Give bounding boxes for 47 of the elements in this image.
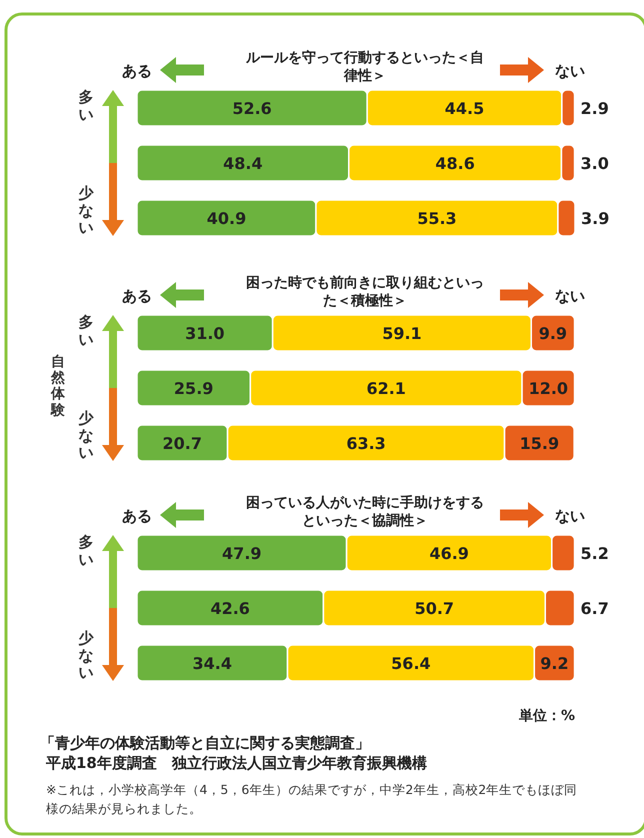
data-label: 5.2 [580,544,609,563]
text: 多い [78,533,94,568]
data-label: 63.3 [346,434,386,453]
data-label: 2.9 [580,99,609,118]
text: 平成18年度調査 独立行政法人国立青少年教育振興機構 [45,754,427,772]
y-axis-title: 自然体験 [50,354,66,418]
data-label: 15.9 [520,434,560,453]
text: 「青少年の体験活動等と自立に関する実態調査」 [40,734,370,752]
chart-title: 困った時でも前向きに取り組むといった＜積極性＞ [246,275,484,309]
text: 少ない [78,184,94,236]
data-label: 9.9 [538,324,568,343]
data-label: 25.9 [174,379,214,398]
data-label: 3.0 [580,154,609,173]
text: 多い [78,88,94,124]
data-label: 31.0 [185,324,225,343]
data-label: 48.4 [223,154,263,173]
data-label: 48.6 [435,154,475,173]
data-label: 47.9 [222,544,262,563]
data-label: 56.4 [391,654,431,673]
data-label: 20.7 [162,434,202,453]
data-label: 50.7 [414,599,454,618]
chart-title: 困っている人がいた時に手助けをするといった＜協調性＞ [246,494,484,529]
text: 単位：% [518,708,575,724]
data-label: 62.1 [366,379,406,398]
data-label: 44.5 [444,99,484,118]
data-label: 46.9 [429,544,469,563]
data-label: 6.7 [580,599,609,618]
data-label: 40.9 [206,209,246,228]
series-label: ある [122,62,152,80]
chart-title: ルールを守って行動するといった＜自律性＞ [245,49,484,84]
data-label: 12.0 [528,379,568,398]
data-label: 55.3 [417,209,457,228]
data-label: 52.6 [232,99,272,118]
series-label: ある [122,287,152,305]
data-label: 9.2 [540,654,569,673]
text: 多い [78,313,94,348]
data-label: 34.4 [192,654,232,673]
legend-label: ない [555,507,585,525]
text: 少ない [78,629,94,682]
data-label: 42.6 [210,599,250,618]
legend-label: ない [555,287,585,305]
text: 少ない [78,409,94,462]
data-label: 3.9 [581,209,610,228]
text: ※これは，小学校高学年（4，5，6年生）の結果ですが，中学2年生，高校2年生でもほぼ同様の結果が見られました。 [46,782,578,816]
data-label: 59.1 [382,324,422,343]
series-label: ある [122,507,152,525]
legend-label: ない [555,62,585,80]
